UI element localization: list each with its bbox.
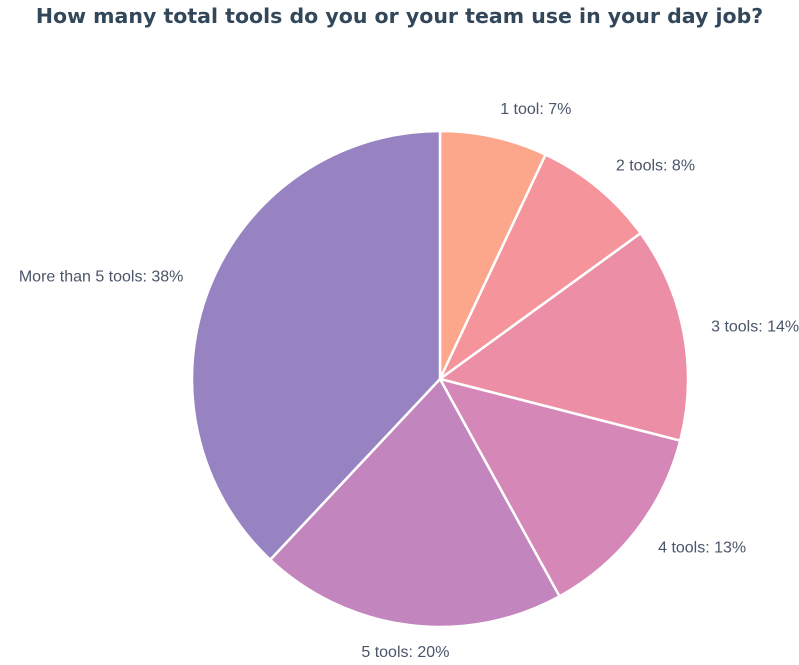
pie-slice bbox=[190, 129, 442, 562]
pie-slice-label: 3 tools: 14% bbox=[711, 319, 799, 336]
pie-slice bbox=[438, 153, 642, 381]
pie-slices bbox=[190, 129, 690, 629]
chart-title: How many total tools do you or your team… bbox=[35, 4, 764, 28]
pie-slice bbox=[438, 377, 682, 598]
pie-slice bbox=[268, 377, 561, 629]
pie-labels: 1 tool: 7% 2 tools: 8% 3 tools: 14% 4 tools… bbox=[19, 101, 799, 661]
pie-slice bbox=[438, 129, 547, 381]
pie-slice-label: 1 tool: 7% bbox=[500, 101, 571, 118]
pie-slice-label: 2 tools: 8% bbox=[616, 158, 695, 175]
pie-slice bbox=[438, 231, 690, 442]
pie-slice-label: 5 tools: 20% bbox=[361, 644, 449, 661]
pie-slice-label: 4 tools: 13% bbox=[658, 539, 746, 556]
pie-slice-label: More than 5 tools: 38% bbox=[19, 269, 184, 286]
